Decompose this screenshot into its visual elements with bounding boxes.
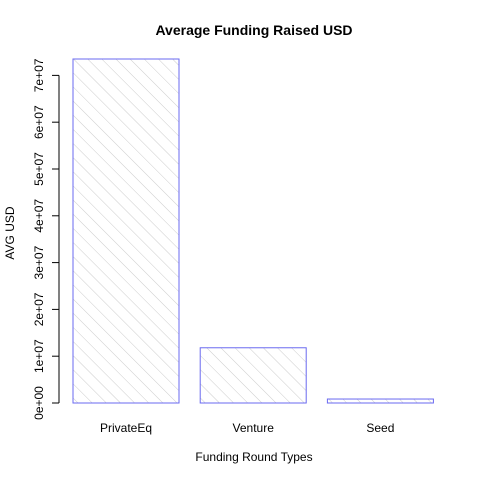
bar-privateeq: [72, 58, 180, 404]
x-tick-labels: PrivateEq Venture Seed: [100, 421, 394, 435]
x-axis-label: Funding Round Types: [195, 450, 312, 464]
y-tick-label: 6e+07: [32, 105, 46, 139]
bars: [72, 58, 434, 404]
y-tick-label: 7e+07: [32, 58, 46, 92]
y-tick-label: 5e+07: [32, 152, 46, 186]
y-tick-label: 1e+07: [32, 339, 46, 373]
x-tick-label-seed: Seed: [366, 421, 394, 435]
bar-venture: [199, 347, 307, 404]
y-tick-label: 4e+07: [32, 199, 46, 233]
y-tick-label: 3e+07: [32, 245, 46, 279]
y-axis-label: AVG USD: [3, 206, 17, 259]
x-tick-label-privateeq: PrivateEq: [100, 421, 152, 435]
chart-title: Average Funding Raised USD: [155, 22, 352, 38]
bar-seed: [326, 398, 434, 404]
y-tick-label: 2e+07: [32, 292, 46, 326]
y-tick-label: 0e+00: [32, 386, 46, 420]
x-tick-label-venture: Venture: [233, 421, 275, 435]
y-axis: 0e+00 1e+07 2e+07 3e+07 4e+07 5e+07 6e+07 7e+07: [32, 58, 60, 420]
